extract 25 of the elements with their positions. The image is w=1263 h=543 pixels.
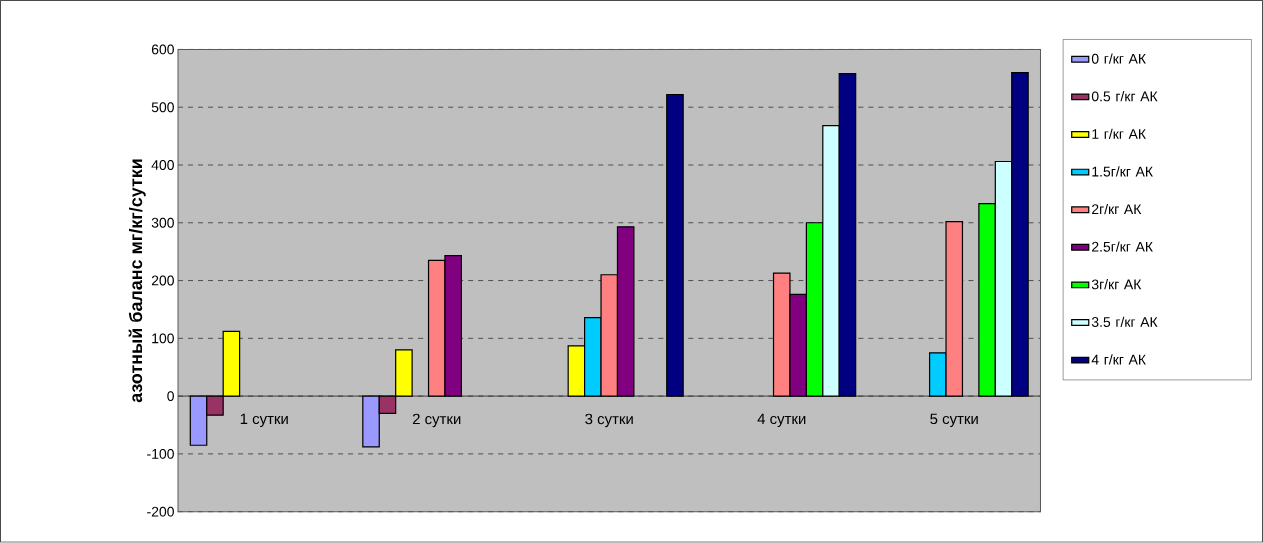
x-tick-label: 3 сутки <box>585 413 633 428</box>
x-tick-label: 4 сутки <box>757 413 806 428</box>
y-tick-label: 400 <box>151 160 174 171</box>
y-tick-label: 500 <box>151 102 174 113</box>
y-tick-label: -100 <box>147 449 174 460</box>
x-tick-label: 2 сутки <box>412 413 461 428</box>
legend-label: 1.5г/кг АК <box>1092 166 1153 177</box>
legend-label: 2.5г/кг АК <box>1092 241 1153 252</box>
legend-label: 1 г/кг АК <box>1092 128 1146 140</box>
y-tick-label: -200 <box>147 506 174 517</box>
y-tick-label: 100 <box>152 333 174 344</box>
legend-label: 0 г/кг АК <box>1091 53 1146 64</box>
legend-label: 2г/кг АК <box>1092 204 1142 215</box>
x-tick-label: 1 сутки <box>240 413 288 428</box>
legend-label: 3.5 г/кг АК <box>1091 316 1158 328</box>
legend-label: 4 г/кг АК <box>1091 354 1146 365</box>
x-tick-label: 5 сутки <box>930 413 978 428</box>
y-tick-label: 0 <box>167 391 174 402</box>
y-tick-label: 300 <box>151 218 174 228</box>
y-tick-label: 200 <box>151 275 174 286</box>
legend-label: 3г/кг АК <box>1091 279 1142 290</box>
y-axis-title: азотный баланс мг/кг/сутки <box>128 159 146 403</box>
y-tick-label: 600 <box>151 44 174 55</box>
bar <box>666 94 684 397</box>
legend-label: 0.5 г/кг АК <box>1091 91 1158 102</box>
